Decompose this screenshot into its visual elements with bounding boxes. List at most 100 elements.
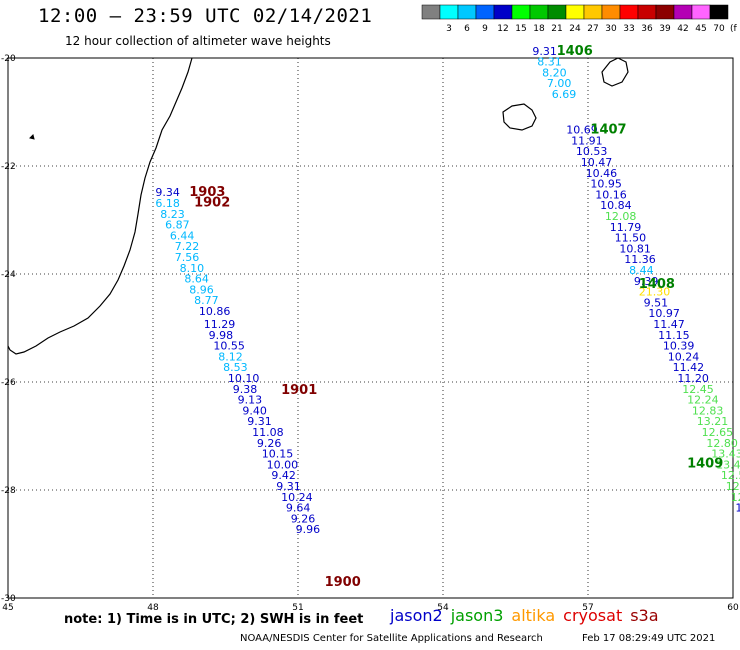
wave-height-value: 10.69: [566, 124, 598, 137]
wave-height-value: 10.55: [213, 340, 245, 353]
wave-height-value: 13.48: [716, 458, 740, 471]
wave-height-value: 9.51: [644, 296, 669, 309]
mauritius-island: [601, 57, 629, 87]
scale-swatch: [709, 4, 729, 20]
lon-tick-label: 54: [437, 603, 449, 610]
credit-text: NOAA/NESDIS Center for Satellite Applica…: [240, 633, 543, 644]
wave-height-value: 13.43: [711, 448, 740, 461]
wave-height-value: 9.26: [291, 512, 316, 525]
wave-height-value: 13.21: [697, 415, 729, 428]
wave-height-value: 12.65: [702, 426, 734, 439]
wave-height-value: 11.42: [673, 361, 705, 374]
wave-height-value: 9.31: [532, 45, 557, 58]
wave-height-value: 11.08: [252, 426, 283, 439]
lat-tick-label: -22: [1, 162, 16, 172]
wave-height-value: 10.16: [595, 188, 627, 201]
wave-height-value: 10.00: [267, 458, 299, 471]
wave-height-value: 10.47: [581, 156, 613, 169]
wave-height-value: 10.15: [262, 448, 294, 461]
wave-height-value: 12.24: [687, 394, 719, 407]
lon-tick-label: 51: [292, 603, 303, 610]
scale-label: 24: [569, 24, 581, 34]
scale-label: 27: [587, 24, 598, 34]
lon-tick-label: 45: [2, 603, 13, 610]
wave-height-value: 8.64: [184, 273, 209, 286]
wave-height-value: 8.12: [218, 350, 243, 363]
small-island: [29, 134, 35, 140]
scale-label: 21: [551, 24, 562, 34]
wave-height-value: 8.10: [180, 262, 205, 275]
pass-number-label: 1407: [590, 123, 626, 138]
wave-height-value: 8.23: [160, 208, 185, 221]
pass-number-label: 1406: [557, 44, 593, 59]
wave-height-value: 9.26: [257, 437, 282, 450]
wave-height-value: 11.93: [735, 502, 740, 515]
wave-height-value: 12.08: [605, 210, 637, 223]
scale-label: 45: [695, 24, 706, 34]
wave-height-value: 12.12: [726, 480, 740, 493]
wave-height-value: 10.24: [668, 350, 700, 363]
lon-tick-label: 60: [727, 603, 739, 610]
scale-label: 39: [659, 24, 671, 34]
wave-height-value: 8.96: [189, 283, 214, 296]
wave-height-value: 11.79: [610, 221, 642, 234]
wave-height-value: 9.42: [271, 469, 296, 482]
lon-tick-label: 57: [582, 603, 593, 610]
footer-note: note: 1) Time is in UTC; 2) SWH is in fe…: [64, 612, 364, 627]
wave-height-value: 9.40: [242, 404, 267, 417]
wave-height-value: 9.96: [296, 523, 321, 536]
lat-tick-label: -30: [1, 594, 16, 604]
wave-height-value: 12.83: [692, 404, 724, 417]
wave-height-value: 10.24: [281, 491, 313, 504]
lat-tick-label: -20: [1, 54, 16, 64]
page-title: 12:00 – 23:59 UTC 02/14/2021: [38, 5, 373, 27]
pass-number-label: 1900: [325, 575, 361, 590]
wave-height-value: 9.64: [286, 502, 311, 515]
wave-height-value: 11.50: [615, 232, 647, 245]
wave-height-value: 7.00: [547, 77, 572, 90]
wave-height-value: 9.31: [276, 480, 301, 493]
lat-tick-label: -28: [1, 486, 16, 496]
wave-height-value: 8.53: [223, 361, 248, 374]
map-frame: [7, 57, 734, 599]
mission-jason3: jason3: [450, 606, 504, 625]
wave-height-value: 10.10: [228, 372, 260, 385]
wave-height-value: 11.29: [204, 318, 236, 331]
scale-label: 70: [713, 24, 725, 34]
wave-height-value: 9.13: [238, 394, 262, 407]
wave-height-value: 8.31: [537, 56, 562, 69]
mission-legend: jason2 jason3 altika cryosat s3a: [390, 606, 667, 625]
scale-label: 6: [464, 24, 470, 34]
scale-label: 42: [677, 24, 688, 34]
pass-number-label: 1902: [194, 196, 230, 211]
scale-label: 3: [446, 24, 452, 34]
wave-height-value: 9.39: [634, 275, 659, 288]
wave-height-map: 45 48 51 54 57 60-20-22-24-26-28-309.346.188.…: [1, 44, 740, 610]
wave-height-value: 8.20: [542, 66, 567, 79]
wave-height-value: 6.69: [552, 88, 577, 101]
mission-cryosat: cryosat: [563, 606, 623, 625]
wave-height-value: 10.53: [576, 145, 608, 158]
wave-height-value: 10.86: [199, 305, 231, 318]
credit-timestamp: Feb 17 08:29:49 UTC 2021: [582, 633, 716, 644]
scale-label: 9: [482, 24, 488, 34]
wave-height-value: 8.44: [629, 264, 654, 277]
wave-height-value: 12.92: [731, 491, 740, 504]
wave-height-value: 6.87: [165, 219, 190, 232]
wave-height-value: 8.77: [194, 294, 219, 307]
wave-height-value: 10.84: [600, 199, 632, 212]
mission-altika: altika: [511, 606, 556, 625]
wave-height-value: 9.34: [155, 186, 180, 199]
wave-height-value: 11.47: [653, 318, 685, 331]
wave-height-value: 10.81: [619, 242, 651, 255]
wave-height-value: 11.91: [571, 134, 603, 147]
pass-number-label: 1409: [687, 456, 723, 471]
wave-height-value: 7.22: [175, 240, 200, 253]
pass-number-label: 1408: [639, 277, 675, 292]
pass-number-label: 1903: [189, 185, 225, 200]
lon-tick-label: 48: [147, 603, 159, 610]
wave-height-value: 12.45: [682, 383, 714, 396]
scale-label: 33: [623, 24, 634, 34]
wave-height-value: 6.18: [155, 197, 180, 210]
scale-label: 15: [515, 24, 526, 34]
